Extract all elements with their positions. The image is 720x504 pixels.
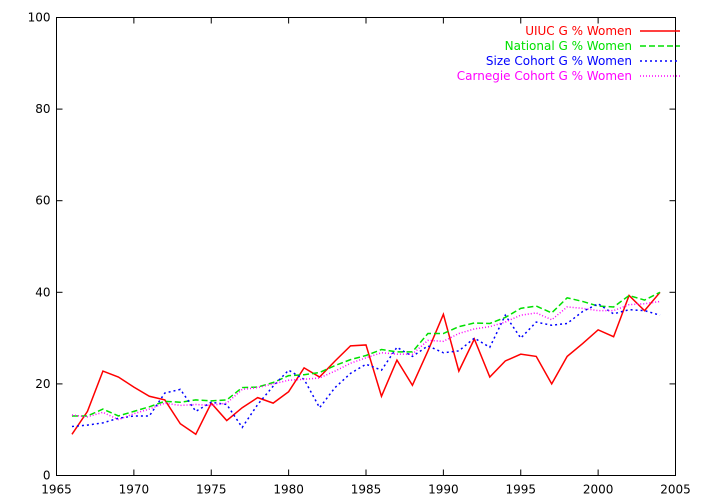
legend-label: UIUC G % Women (525, 24, 632, 38)
legend-label: Size Cohort G % Women (486, 54, 632, 68)
series-line-3 (71, 302, 661, 429)
series-line-1 (71, 291, 661, 436)
axis-ticks: 1965 1970 1975 1980 1985 1990 1995 2000 2005 0 20 4… (28, 11, 691, 497)
y-tick-label: 40 (35, 285, 50, 299)
y-tick-label: 80 (35, 102, 50, 116)
y-tick-label: 0 (43, 469, 51, 483)
y-tick-label: 100 (28, 11, 51, 25)
y-tick-label: 20 (35, 377, 50, 391)
x-tick-label: 2005 (660, 483, 691, 497)
x-tick-label: 1990 (428, 483, 459, 497)
y-tick-label: 60 (35, 194, 50, 208)
x-tick-label: 2000 (583, 483, 614, 497)
x-tick-label: 1975 (196, 483, 227, 497)
x-tick-label: 1980 (273, 483, 304, 497)
x-tick-label: 1985 (351, 483, 382, 497)
legend-label: National G % Women (505, 39, 632, 53)
series-line-4 (71, 300, 661, 421)
series-line-2 (71, 291, 661, 417)
x-tick-label: 1970 (119, 483, 150, 497)
x-tick-label: 1995 (505, 483, 536, 497)
x-tick-label: 1965 (41, 483, 72, 497)
legend-label: Carnegie Cohort G % Women (457, 69, 632, 83)
series-layer (71, 291, 661, 436)
